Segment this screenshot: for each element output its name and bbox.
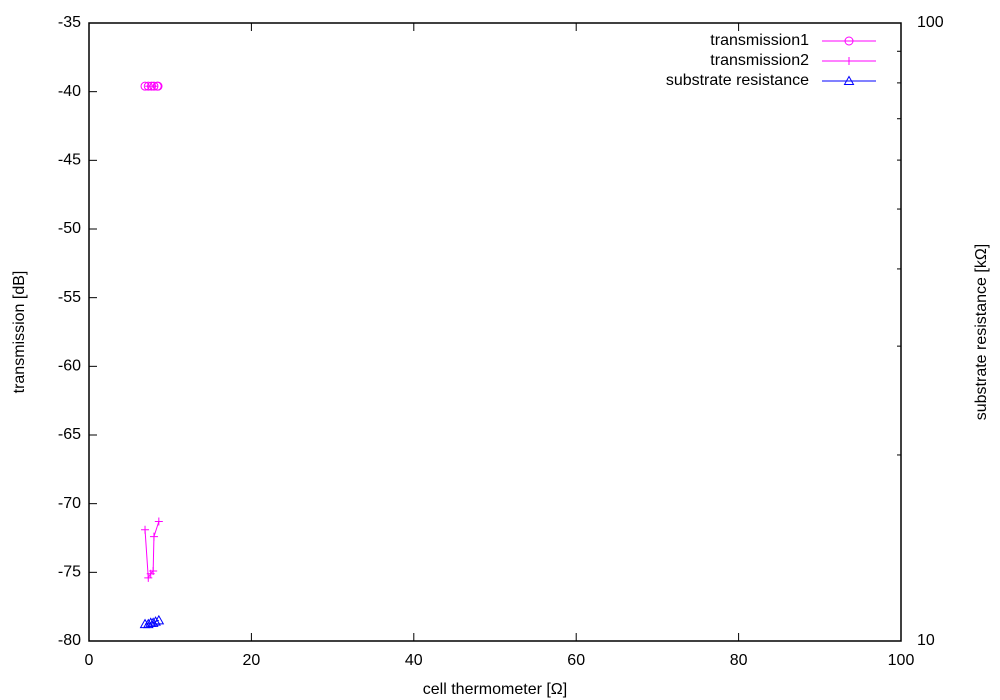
y-tick-label: -70 [58,495,81,512]
x-tick-label: 40 [405,652,423,669]
marker [143,81,153,91]
y-tick-label: -35 [58,14,81,31]
marker [144,573,153,582]
legend-marker [843,75,855,85]
y-tick-label: -65 [58,426,81,443]
legend-label: transmission1 [710,32,809,49]
x-tick-label: 80 [730,652,748,669]
marker [153,81,163,91]
marker [154,517,163,526]
legend-label: transmission2 [710,52,809,69]
x-axis-label: cell thermometer [Ω] [423,681,567,698]
legend-marker [844,36,854,46]
marker [140,81,150,91]
marker [150,616,161,626]
y-tick-label: -55 [58,289,81,306]
legend-label: substrate resistance [666,72,809,89]
y-tick-label: -80 [58,632,81,649]
x-tick-label: 0 [85,652,94,669]
y2-axis-label: substrate resistance [kΩ] [973,244,990,420]
y-tick-label: -45 [58,152,81,169]
y2-tick-label: 10 [917,632,935,649]
x-tick-label: 100 [888,652,915,669]
marker [149,566,158,575]
marker [149,532,158,541]
series-line [144,521,160,580]
marker [147,81,157,91]
x-tick-label: 20 [243,652,261,669]
marker [141,525,150,534]
marker [149,81,159,91]
x-tick-label: 60 [567,652,585,669]
y-tick-label: -40 [58,83,81,100]
y-tick-label: -50 [58,220,81,237]
y-axis-label: transmission [dB] [11,271,28,394]
y2-tick-label: 100 [917,14,944,31]
plot-frame [88,22,902,642]
y-tick-label: -60 [58,358,81,375]
y-tick-label: -75 [58,564,81,581]
marker [153,614,165,625]
legend-marker [845,57,853,65]
